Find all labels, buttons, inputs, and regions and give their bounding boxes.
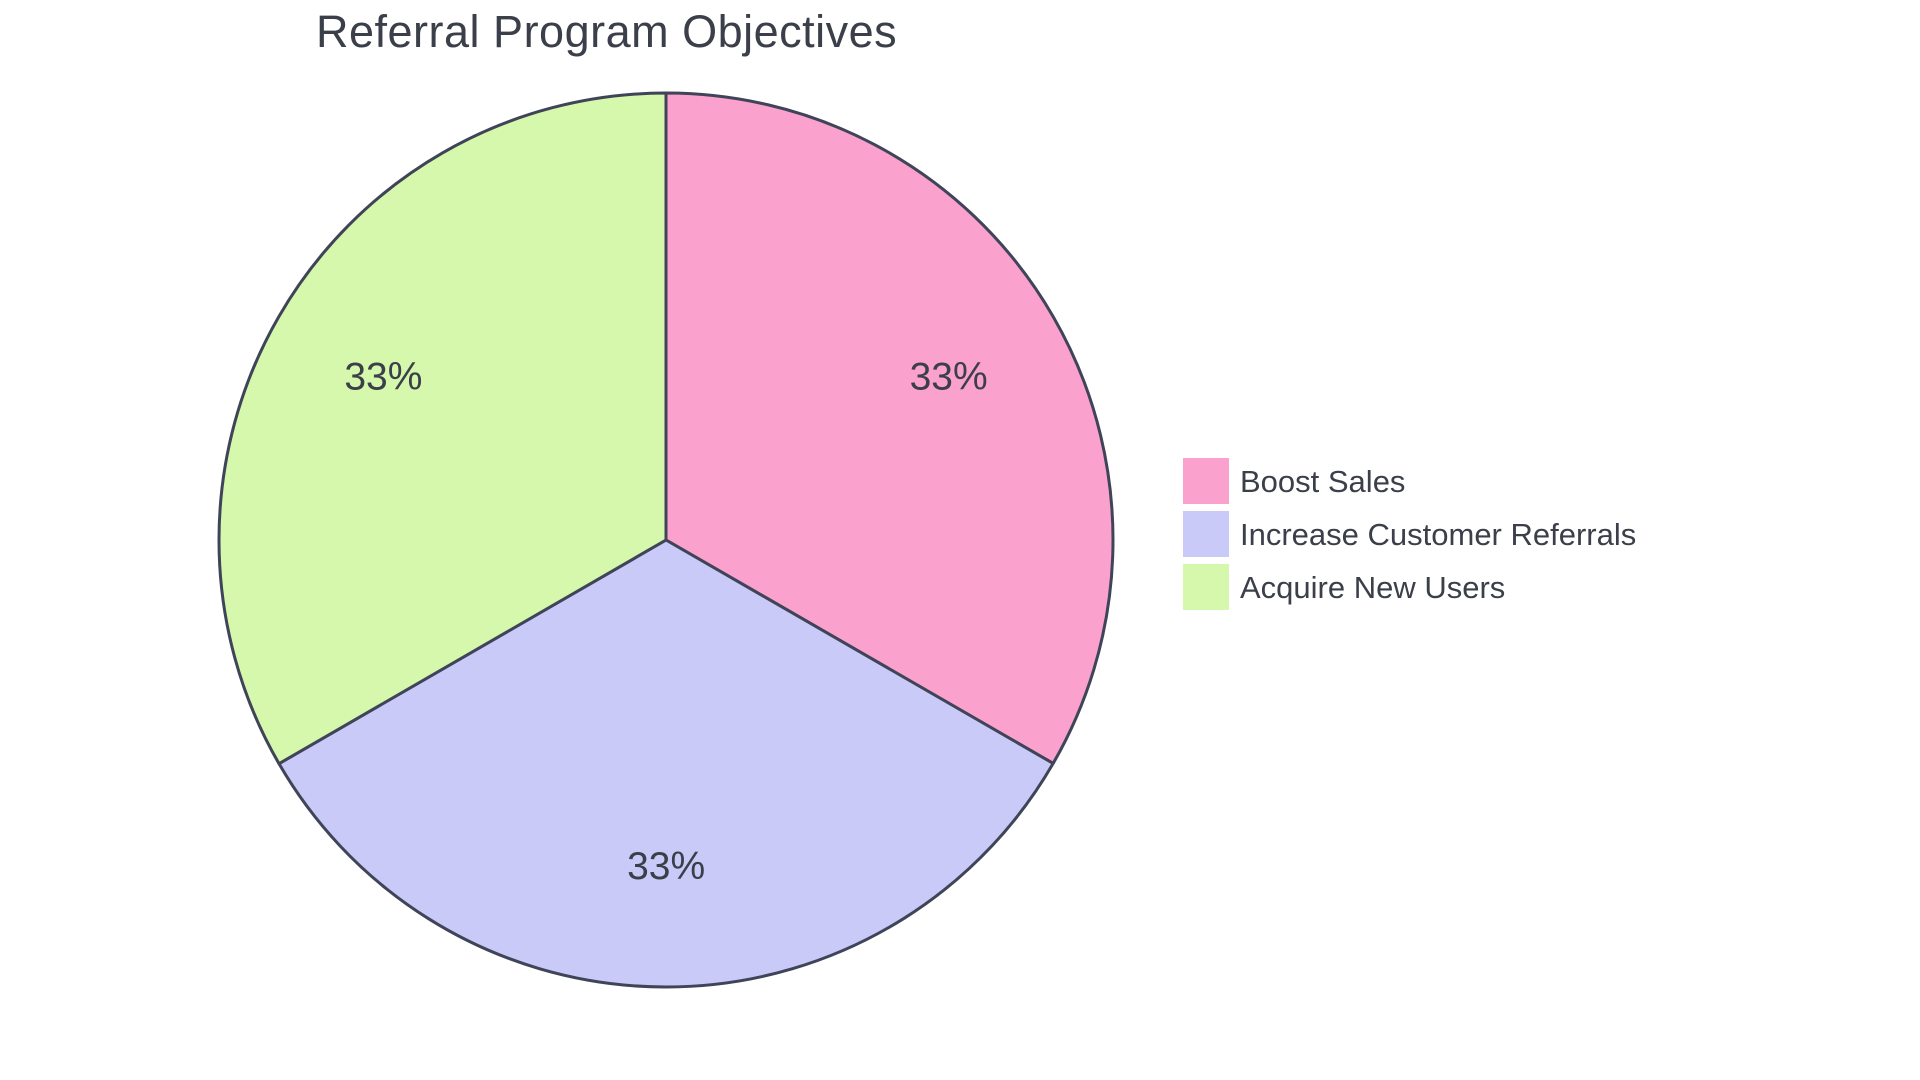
legend-swatch	[1183, 458, 1229, 504]
legend-item-increase-customer-referrals: Increase Customer Referrals	[1183, 511, 1636, 557]
legend-label: Acquire New Users	[1240, 569, 1506, 605]
slice-percent-label: 33%	[627, 845, 705, 888]
legend-label: Boost Sales	[1240, 463, 1406, 499]
slice-percent-label: 33%	[910, 355, 988, 398]
pie-slice-increase-customer-referrals	[277, 538, 1055, 989]
legend-swatch	[1183, 511, 1229, 557]
legend-label: Increase Customer Referrals	[1240, 516, 1637, 552]
pie-slice-boost-sales	[664, 91, 1115, 765]
pie-slice-acquire-new-users	[217, 91, 668, 766]
chart-title: Referral Program Objectives	[316, 6, 898, 57]
legend: Boost Sales Increase Customer Referrals Ac…	[1183, 458, 1636, 610]
legend-item-acquire-new-users: Acquire New Users	[1183, 564, 1636, 610]
slice-percent-label: 33%	[344, 355, 422, 398]
legend-item-boost-sales: Boost Sales	[1183, 458, 1636, 504]
legend-swatch	[1183, 564, 1229, 610]
